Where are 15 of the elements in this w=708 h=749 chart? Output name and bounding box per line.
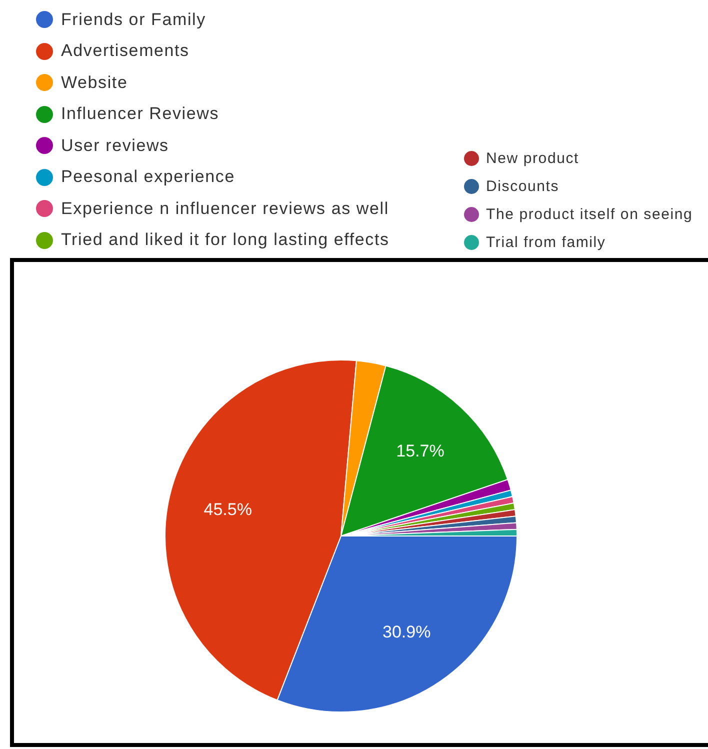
legend-label: The product itself on seeing [486,206,693,222]
legend-label: Website [61,72,128,93]
legend-label: Advertisements [61,41,190,62]
data-label: 30.9% [382,622,431,642]
legend-label: Experience n influencer reviews as well [61,198,389,219]
legend-label: New product [486,150,580,166]
legend-label: User reviews [61,136,169,156]
legend-label: Discounts [486,178,560,194]
data-label: 15.7% [396,442,444,461]
legend-label: Friends or Family [61,10,206,30]
legend-label: Peesonal experience [61,167,235,188]
legend-label: Influencer Reviews [61,104,220,124]
legend-label: Tried and liked it for long lasting effects [61,230,390,250]
data-label: 45.5% [204,500,252,520]
legend-label: Trial from family [486,234,606,250]
